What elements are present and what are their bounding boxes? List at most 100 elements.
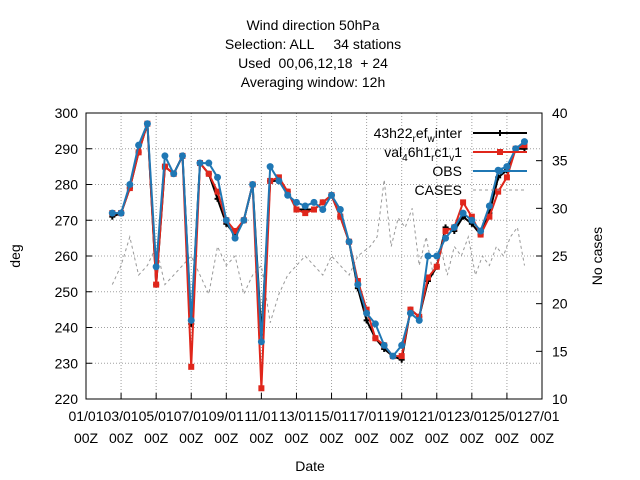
data-point-marker bbox=[232, 227, 239, 234]
data-point-marker bbox=[187, 316, 195, 324]
data-point-marker bbox=[126, 181, 134, 188]
data-point-marker bbox=[521, 142, 528, 149]
data-point-marker bbox=[424, 252, 432, 260]
data-point-marker bbox=[372, 335, 379, 342]
data-point-marker bbox=[398, 353, 405, 360]
x-tick-label: 03/01 bbox=[104, 408, 139, 424]
data-point-marker bbox=[442, 234, 450, 242]
series-43h22-ref-winter bbox=[109, 120, 528, 363]
x-tick-label: 11/01 bbox=[244, 408, 278, 424]
data-point-marker bbox=[406, 309, 414, 317]
data-point-marker bbox=[389, 352, 397, 360]
x-tick-label-hour: 00Z bbox=[284, 430, 309, 446]
data-point-marker bbox=[468, 213, 475, 220]
data-point-marker bbox=[319, 199, 326, 206]
data-point-marker bbox=[450, 223, 458, 231]
y2-tick-label: 35 bbox=[552, 153, 568, 169]
x-tick-label-hour: 00Z bbox=[74, 430, 99, 446]
data-point-marker bbox=[407, 306, 414, 313]
legend-label-part: 6h1 bbox=[408, 144, 432, 160]
data-point-marker bbox=[108, 209, 116, 217]
data-point-marker bbox=[485, 202, 493, 210]
y-tick-label: 270 bbox=[55, 212, 79, 228]
data-point-marker bbox=[302, 210, 309, 217]
data-point-marker bbox=[188, 363, 195, 370]
data-point-marker bbox=[460, 199, 467, 206]
title-line: Averaging window: 12h bbox=[241, 74, 386, 90]
data-point-marker bbox=[249, 181, 257, 188]
legend-label-part: CASES bbox=[415, 182, 462, 198]
data-point-marker bbox=[495, 188, 502, 195]
data-point-marker bbox=[345, 238, 353, 246]
chart-title: Wind direction 50hPa Selection: ALL 34 st… bbox=[225, 17, 401, 90]
data-point-marker bbox=[152, 263, 160, 271]
data-point-marker bbox=[275, 177, 283, 185]
data-point-marker bbox=[126, 185, 133, 192]
legend-label-part: v bbox=[449, 153, 454, 164]
data-point-marker bbox=[231, 234, 239, 242]
data-point-marker bbox=[459, 209, 467, 217]
x-tick-label: 13/01 bbox=[279, 408, 314, 424]
x-tick-label-hour: 00Z bbox=[109, 430, 134, 446]
data-point-marker bbox=[415, 316, 423, 324]
data-point-marker bbox=[337, 213, 344, 220]
data-point-marker bbox=[222, 216, 230, 224]
data-point-marker bbox=[135, 149, 142, 156]
data-point-marker bbox=[486, 213, 493, 220]
y2-tick-label: 20 bbox=[552, 296, 568, 312]
legend-label-part: w bbox=[427, 134, 436, 145]
data-point-marker bbox=[503, 163, 511, 171]
data-point-marker bbox=[196, 159, 204, 167]
x-tick-label: 21/01 bbox=[419, 408, 454, 424]
x-tick-label-hour: 00Z bbox=[144, 430, 169, 446]
data-point-marker bbox=[520, 138, 528, 146]
x-tick-label-hour: 00Z bbox=[390, 430, 415, 446]
data-point-marker bbox=[284, 188, 291, 195]
x-tick-label-hour: 00Z bbox=[355, 430, 380, 446]
y-tick-label: 220 bbox=[55, 391, 79, 407]
data-point-marker bbox=[363, 309, 371, 317]
data-point-marker bbox=[257, 338, 265, 346]
x-tick-label: 27/01 bbox=[524, 408, 559, 424]
legend-label: CASES bbox=[415, 182, 462, 198]
data-point-marker bbox=[143, 120, 151, 128]
x-tick-label: 07/01 bbox=[174, 408, 209, 424]
data-point-marker bbox=[433, 263, 440, 270]
data-point-marker bbox=[496, 167, 504, 175]
data-point-marker bbox=[135, 141, 143, 149]
x-axis-label: Date bbox=[295, 458, 325, 474]
y2-tick-label: 10 bbox=[552, 391, 568, 407]
data-point-marker bbox=[380, 341, 388, 349]
y2-tick-label: 15 bbox=[552, 343, 568, 359]
y2-tick-label: 25 bbox=[552, 248, 568, 264]
data-point-marker bbox=[310, 198, 318, 206]
legend-label-part: 1 bbox=[454, 144, 462, 160]
data-point-marker bbox=[170, 170, 178, 178]
x-tick-label-hour: 00Z bbox=[495, 430, 520, 446]
data-point-marker bbox=[503, 174, 510, 181]
data-point-marker bbox=[284, 191, 292, 199]
y-tick-label: 250 bbox=[55, 284, 79, 300]
data-point-marker bbox=[301, 202, 309, 210]
title-line: Wind direction 50hPa bbox=[246, 17, 379, 33]
x-tick-label: 25/01 bbox=[489, 408, 524, 424]
legend-label-part: c1 bbox=[434, 144, 449, 160]
x-tick-label: 15/01 bbox=[314, 408, 349, 424]
data-point-marker bbox=[363, 306, 370, 313]
y2-tick-label: 40 bbox=[552, 105, 568, 121]
grid-lines bbox=[86, 113, 542, 399]
data-point-marker bbox=[468, 216, 476, 224]
data-point-marker bbox=[240, 216, 248, 224]
plot-area bbox=[108, 120, 528, 392]
data-point-marker bbox=[425, 274, 431, 281]
x-tick-label: 19/01 bbox=[384, 408, 419, 424]
y-tick-label: 280 bbox=[55, 177, 79, 193]
data-point-marker bbox=[292, 198, 300, 206]
x-tick-label-hour: 00Z bbox=[179, 430, 204, 446]
data-point-marker bbox=[497, 149, 503, 155]
data-point-marker bbox=[512, 145, 520, 153]
data-point-marker bbox=[319, 206, 327, 214]
data-point-marker bbox=[258, 385, 265, 392]
x-tick-label: 05/01 bbox=[139, 408, 174, 424]
